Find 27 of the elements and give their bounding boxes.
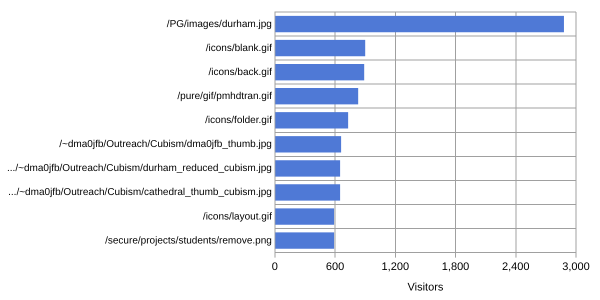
- x-axis-title: Visitors: [407, 281, 444, 294]
- bar: [275, 208, 334, 225]
- bar: [275, 88, 358, 104]
- x-tick-label: 2,400: [502, 261, 530, 274]
- y-tick-label: /icons/layout.gif: [202, 211, 272, 222]
- bar: [275, 136, 342, 153]
- bar: [275, 160, 340, 177]
- y-tick-label: /pure/gif/pmhdtran.gif: [177, 90, 272, 102]
- y-tick-label: /~dma0jfb/Outreach/Cubism/dma0jfb_thumb.jpg: [59, 139, 272, 150]
- y-tick-label: /icons/blank.gif: [206, 42, 272, 54]
- x-tick-label: 1,800: [442, 261, 470, 274]
- bar: [275, 112, 348, 128]
- y-tick-label: /icons/folder.gif: [205, 115, 272, 126]
- bar: [275, 184, 340, 201]
- x-tick-label: 1,200: [382, 261, 410, 274]
- y-tick-label: /icons/back.gif: [208, 66, 272, 78]
- x-tick-label: 3,000: [562, 261, 590, 274]
- x-tick-label: 600: [326, 261, 344, 274]
- y-tick-label: /secure/projects/students/remove.png: [105, 235, 272, 246]
- bar: [275, 64, 364, 80]
- bar: [275, 16, 564, 32]
- bar: [275, 232, 334, 249]
- y-tick-label: .../~dma0jfb/Outreach/Cubism/cathedral_thumb_cubism.jpg: [8, 187, 272, 198]
- y-tick-label: /PG/images/durham.jpg: [166, 18, 272, 30]
- x-tick-label: 0: [272, 261, 278, 274]
- y-tick-label: .../~dma0jfb/Outreach/Cubism/durham_reduced_cubism.jpg: [7, 163, 272, 174]
- bar: [275, 40, 366, 56]
